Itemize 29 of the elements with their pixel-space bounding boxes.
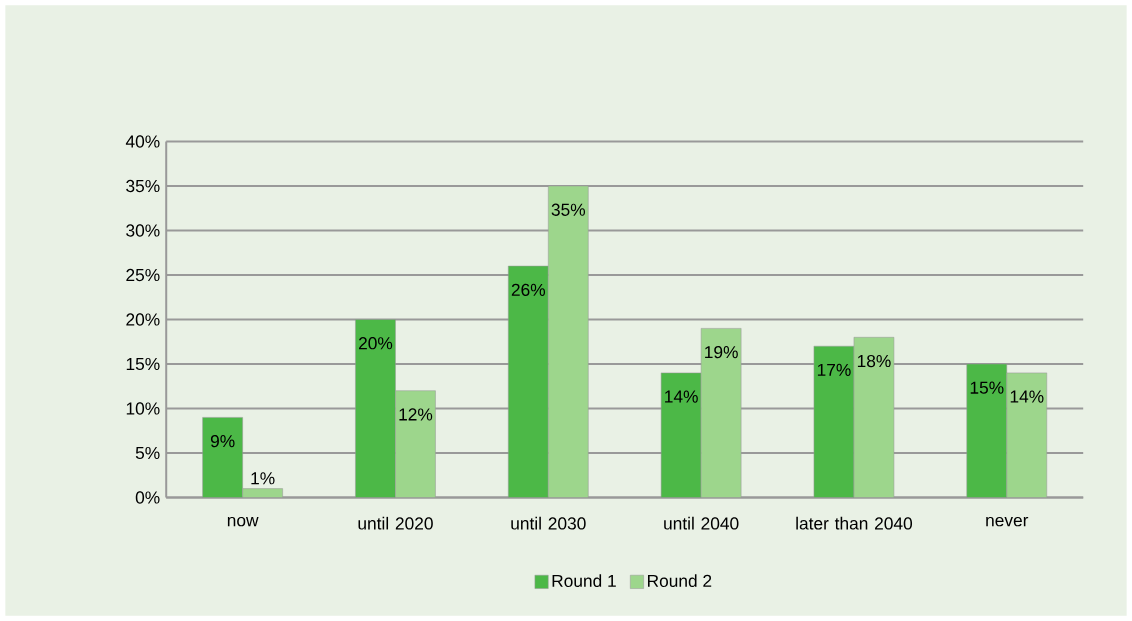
y-tick-label: 15% [126,357,160,371]
y-tick-label: 25% [126,268,160,282]
data-label: 17% [817,363,851,376]
data-label: 26% [511,283,546,296]
data-label: 12% [399,408,433,421]
legend-label: Round 2 [647,574,712,588]
x-tick-label: until 2020 [358,516,433,530]
x-tick-label: until 2030 [511,516,586,530]
data-label: 1% [251,472,275,485]
y-tick-label: 30% [126,224,160,237]
y-tick-label: 5% [135,446,160,460]
data-label: 9% [210,435,235,448]
x-tick-label: now [227,516,259,527]
x-tick-label: never [986,516,1029,527]
y-tick-label: 35% [126,179,160,193]
x-tick-label: later than 2040 [796,516,913,530]
data-label: 15% [970,381,1004,394]
data-label: 14% [1010,390,1044,403]
y-tick-label: 40% [125,135,160,148]
data-label: 20% [358,337,393,350]
y-tick-label: 20% [126,313,160,326]
y-tick-label: 0% [135,491,160,504]
data-label: 19% [705,346,738,359]
data-label: 18% [857,354,891,368]
legend-label: Round 1 [552,574,616,588]
data-label: 35% [551,203,586,216]
x-tick-label: until 2040 [664,516,739,530]
data-label: 14% [665,390,698,403]
y-tick-label: 10% [126,402,160,415]
